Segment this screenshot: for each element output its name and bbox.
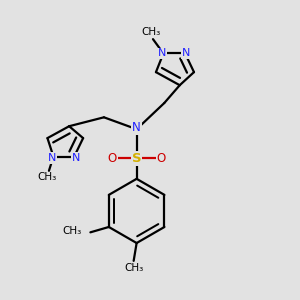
Text: S: S (132, 152, 141, 165)
Text: CH₃: CH₃ (142, 27, 161, 37)
Text: N: N (71, 153, 80, 163)
Text: N: N (48, 153, 56, 163)
Text: O: O (107, 152, 117, 165)
Text: N: N (158, 48, 166, 59)
Text: O: O (157, 152, 166, 165)
Text: CH₃: CH₃ (38, 172, 57, 182)
Text: N: N (132, 121, 141, 134)
Text: CH₃: CH₃ (63, 226, 82, 236)
Text: N: N (182, 48, 191, 59)
Text: CH₃: CH₃ (124, 263, 143, 273)
